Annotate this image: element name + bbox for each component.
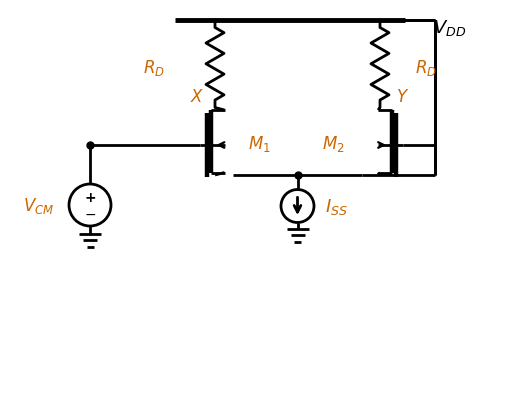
- Text: $R_D$: $R_D$: [143, 58, 165, 78]
- Text: $M_1$: $M_1$: [247, 133, 270, 153]
- Text: $V_{DD}$: $V_{DD}$: [433, 19, 467, 38]
- Text: $M_2$: $M_2$: [322, 133, 345, 153]
- Text: $R_D$: $R_D$: [415, 58, 437, 78]
- Text: $V_{CM}$: $V_{CM}$: [23, 196, 54, 215]
- Text: $Y$: $Y$: [396, 88, 409, 106]
- Text: $-$: $-$: [84, 207, 96, 220]
- Text: +: +: [84, 190, 96, 205]
- Text: $I_{SS}$: $I_{SS}$: [325, 196, 348, 216]
- Text: $X$: $X$: [190, 88, 205, 106]
